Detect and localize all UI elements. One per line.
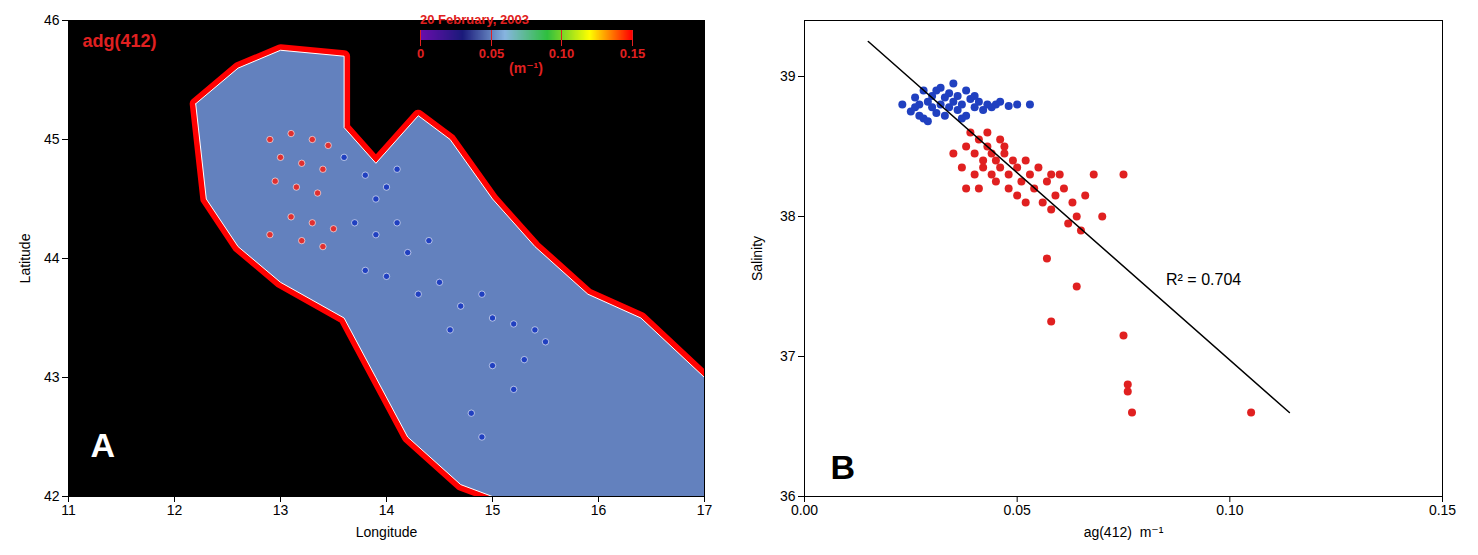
svg-text:11: 11 [61, 502, 76, 518]
svg-text:17: 17 [697, 502, 713, 518]
svg-text:adg(412): adg(412) [83, 31, 157, 51]
svg-text:Latitude: Latitude [17, 233, 33, 283]
svg-text:45: 45 [44, 131, 60, 147]
svg-text:20 February, 2003: 20 February, 2003 [420, 12, 529, 27]
svg-text:38: 38 [780, 208, 796, 224]
svg-text:0.10: 0.10 [1216, 502, 1243, 518]
svg-text:ag(412) m⁻¹: ag(412) m⁻¹ [1084, 524, 1164, 540]
svg-text:0.05: 0.05 [479, 46, 504, 61]
svg-text:0.05: 0.05 [1004, 502, 1031, 518]
svg-text:Longitude: Longitude [356, 524, 418, 540]
svg-text:14: 14 [379, 502, 395, 518]
svg-text:0.00: 0.00 [791, 502, 818, 518]
svg-text:B: B [831, 448, 856, 486]
svg-text:39: 39 [780, 68, 796, 84]
svg-text:13: 13 [273, 502, 289, 518]
svg-text:16: 16 [591, 502, 607, 518]
svg-text:0.10: 0.10 [549, 46, 574, 61]
svg-text:37: 37 [780, 348, 796, 364]
svg-text:A: A [91, 426, 116, 464]
svg-text:42: 42 [44, 488, 60, 504]
svg-text:0.15: 0.15 [620, 46, 645, 61]
svg-text:0.15: 0.15 [1429, 502, 1456, 518]
svg-text:46: 46 [44, 12, 60, 28]
svg-text:0: 0 [417, 46, 424, 61]
svg-text:12: 12 [167, 502, 183, 518]
svg-text:44: 44 [44, 250, 60, 266]
svg-text:15: 15 [485, 502, 501, 518]
svg-text:36: 36 [779, 488, 796, 504]
svg-text:Salinity: Salinity [749, 236, 765, 281]
svg-text:43: 43 [44, 369, 60, 385]
html-text:(m⁻¹): (m⁻¹) [509, 60, 543, 76]
svg-text:R² = 0.704: R² = 0.704 [1166, 271, 1241, 288]
